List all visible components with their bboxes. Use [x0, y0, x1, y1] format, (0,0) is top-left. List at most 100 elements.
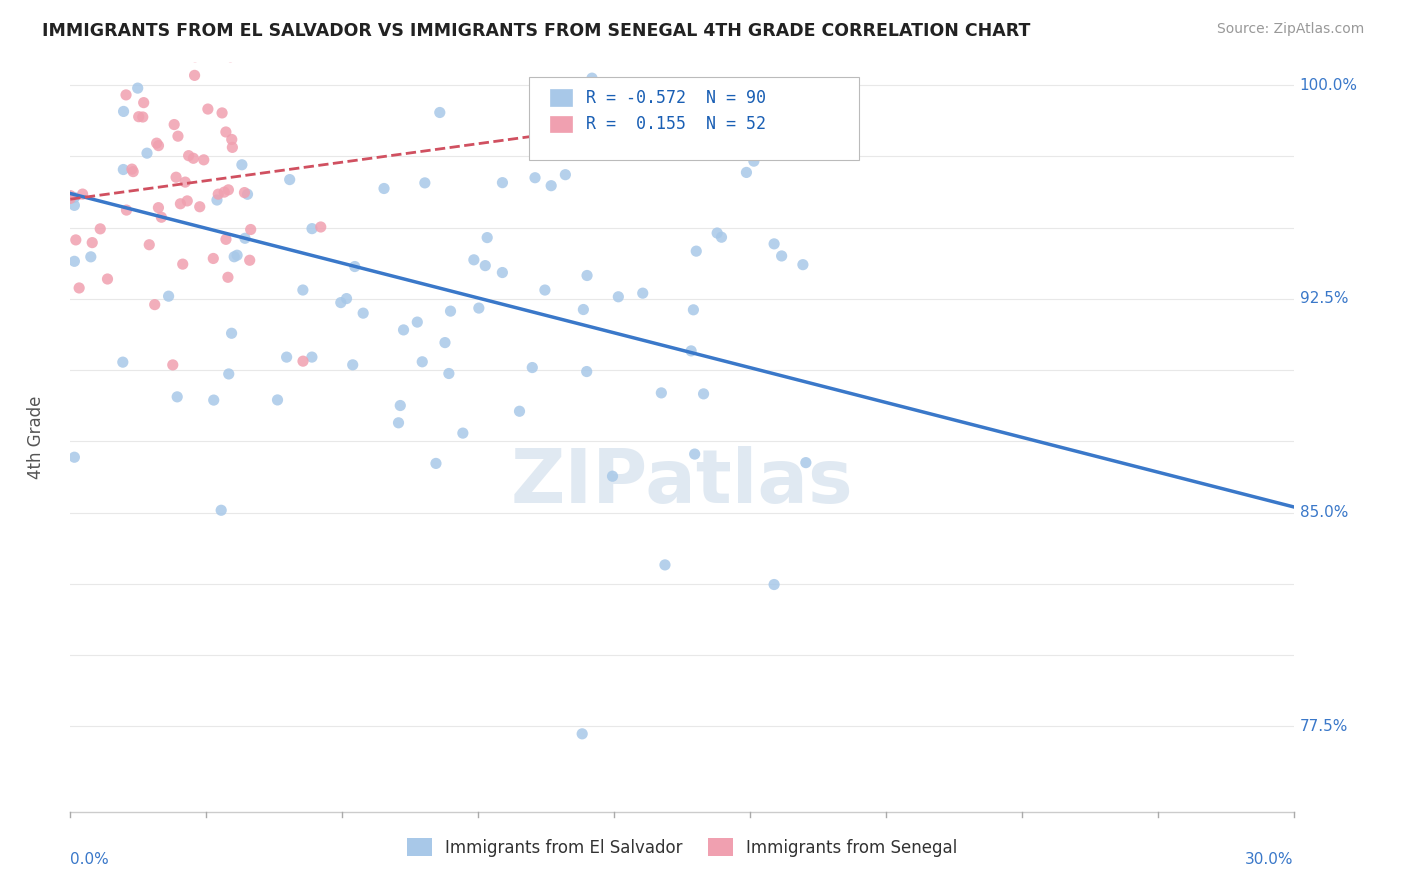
Point — [792, 258, 814, 272]
Point — [413, 176, 436, 190]
Point — [172, 257, 194, 271]
Point — [167, 129, 190, 144]
Point — [132, 95, 155, 110]
Point — [343, 260, 366, 274]
Point — [685, 244, 707, 259]
Point — [65, 233, 87, 247]
Point — [458, 21, 481, 36]
Text: 30.0%: 30.0% — [1246, 852, 1294, 867]
Point — [127, 81, 149, 95]
Point — [266, 392, 288, 407]
Point — [145, 136, 167, 150]
Point — [72, 187, 94, 202]
Text: 100.0%: 100.0% — [1299, 78, 1358, 93]
Point — [128, 110, 150, 124]
Point — [132, 110, 155, 124]
Point — [389, 399, 412, 413]
Point — [63, 198, 86, 212]
Point — [59, 191, 82, 205]
Point — [631, 286, 654, 301]
Point — [706, 226, 728, 240]
Point — [221, 132, 243, 146]
Point — [548, 137, 571, 152]
Point — [63, 254, 86, 268]
Point — [292, 354, 315, 368]
FancyBboxPatch shape — [550, 89, 572, 106]
Point — [148, 201, 170, 215]
FancyBboxPatch shape — [529, 78, 859, 160]
Point — [524, 170, 547, 185]
Point — [468, 301, 491, 315]
Point — [463, 252, 485, 267]
Text: 77.5%: 77.5% — [1299, 719, 1348, 734]
Point — [218, 367, 240, 381]
Point — [508, 404, 530, 418]
Point — [96, 272, 118, 286]
Point — [111, 355, 134, 369]
Point — [763, 577, 786, 591]
Point — [183, 151, 205, 165]
Point — [602, 469, 624, 483]
Point — [437, 367, 460, 381]
Point — [209, 503, 232, 517]
Text: 0.0%: 0.0% — [70, 852, 110, 867]
Point — [212, 185, 235, 199]
Text: ZIPatlas: ZIPatlas — [510, 445, 853, 518]
Text: 85.0%: 85.0% — [1299, 505, 1348, 520]
Point — [188, 200, 211, 214]
Point — [474, 259, 496, 273]
Point — [491, 176, 513, 190]
Point — [384, 44, 406, 58]
Point — [451, 426, 474, 441]
Point — [211, 106, 233, 120]
Point — [221, 326, 243, 341]
Point — [143, 298, 166, 312]
Point — [439, 304, 461, 318]
Point — [278, 172, 301, 186]
Point — [581, 71, 603, 86]
Point — [540, 178, 562, 193]
Point — [554, 168, 576, 182]
Point — [115, 87, 138, 102]
Point — [585, 144, 607, 158]
Point — [197, 102, 219, 116]
Point — [572, 302, 595, 317]
Point — [411, 355, 433, 369]
Point — [59, 188, 82, 202]
Point — [682, 302, 704, 317]
Point — [174, 175, 197, 189]
Point — [342, 358, 364, 372]
Point — [373, 181, 395, 195]
Point — [177, 149, 200, 163]
Text: R =  0.155  N = 52: R = 0.155 N = 52 — [586, 115, 766, 133]
Point — [184, 50, 207, 64]
Point — [169, 196, 191, 211]
Point — [63, 44, 86, 58]
Point — [150, 211, 173, 225]
Point — [166, 390, 188, 404]
Point — [681, 343, 703, 358]
Point — [352, 306, 374, 320]
Point — [387, 416, 409, 430]
Point — [63, 21, 86, 36]
Legend: Immigrants from El Salvador, Immigrants from Senegal: Immigrants from El Salvador, Immigrants … — [401, 832, 963, 863]
Point — [770, 249, 793, 263]
Point — [329, 295, 352, 310]
Point — [207, 187, 229, 202]
Point — [115, 203, 138, 218]
Point — [710, 230, 733, 244]
Point — [183, 68, 205, 82]
Point — [683, 447, 706, 461]
Point — [221, 140, 243, 154]
Point — [217, 270, 239, 285]
Point — [202, 393, 225, 408]
Point — [654, 558, 676, 572]
Point — [491, 266, 513, 280]
Point — [63, 450, 86, 465]
Point — [63, 190, 86, 204]
Point — [276, 350, 298, 364]
Point — [477, 230, 499, 244]
Point — [226, 248, 249, 262]
Point — [215, 125, 238, 139]
Point — [425, 457, 447, 471]
